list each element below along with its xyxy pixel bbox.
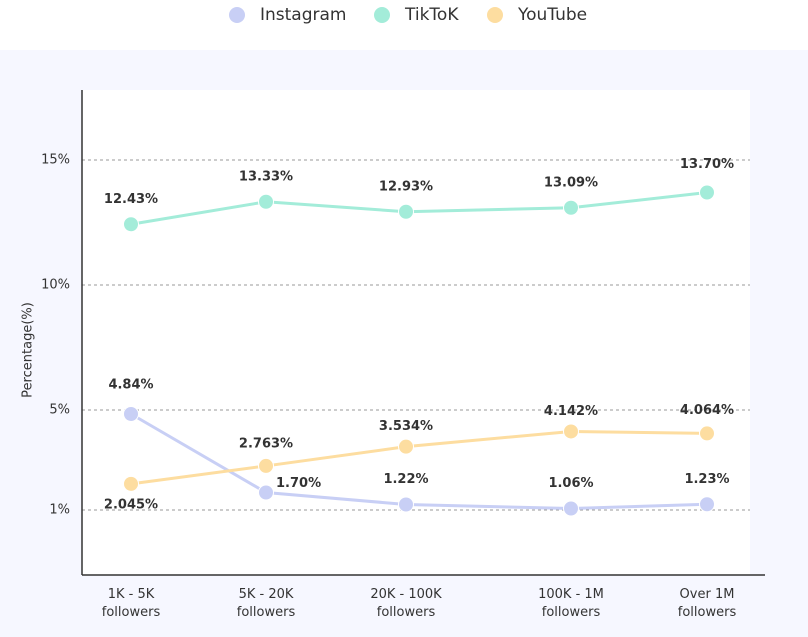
y-tick-label: 15% <box>41 153 70 168</box>
data-point <box>123 475 139 492</box>
y-tick-label: 5% <box>49 403 70 418</box>
legend-label: YouTube <box>517 5 587 25</box>
legend-label: Instagram <box>260 5 347 25</box>
legend-swatch <box>229 7 245 23</box>
data-label: 13.70% <box>680 157 734 172</box>
legend-swatch <box>374 7 390 23</box>
x-tick-label: 1K - 5K followers <box>101 587 161 620</box>
data-point <box>699 496 715 513</box>
data-label: 1.70% <box>276 476 321 491</box>
legend-label: TikToK <box>404 5 459 25</box>
data-label: 13.33% <box>239 169 293 184</box>
data-point <box>258 484 274 501</box>
data-label: 1.06% <box>548 476 593 491</box>
data-label: 12.93% <box>379 179 433 194</box>
data-point <box>123 406 139 422</box>
x-tick-label: 5K - 20K followers <box>236 587 296 620</box>
data-label: 4.064% <box>680 403 734 418</box>
data-point <box>398 203 414 220</box>
data-point <box>563 199 579 216</box>
legend-swatch <box>487 7 503 23</box>
data-point <box>563 423 579 440</box>
data-point <box>258 193 274 210</box>
data-point <box>563 500 579 517</box>
x-tick-label: 100K - 1M followers <box>538 587 604 620</box>
data-label: 3.534% <box>379 419 433 434</box>
data-point <box>123 216 139 233</box>
data-point <box>398 496 414 513</box>
y-axis-label: Percentage(%) <box>21 302 36 398</box>
data-label: 2.763% <box>239 436 293 451</box>
data-label: 1.23% <box>684 472 729 487</box>
y-tick-label: 10% <box>41 278 70 293</box>
data-point <box>398 438 414 455</box>
data-point <box>699 184 715 201</box>
data-label: 4.84% <box>108 378 153 393</box>
data-label: 12.43% <box>104 192 158 207</box>
data-point <box>258 457 274 474</box>
x-tick-label: 20K - 100K followers <box>370 587 442 620</box>
data-label: 4.142% <box>544 404 598 419</box>
data-label: 13.09% <box>544 175 598 190</box>
x-tick-label: Over 1M followers <box>677 587 737 620</box>
plot-area <box>82 90 750 575</box>
data-point <box>699 425 715 442</box>
data-label: 2.045% <box>104 497 158 512</box>
y-tick-label: 1% <box>49 503 70 518</box>
data-label: 1.22% <box>383 472 428 487</box>
